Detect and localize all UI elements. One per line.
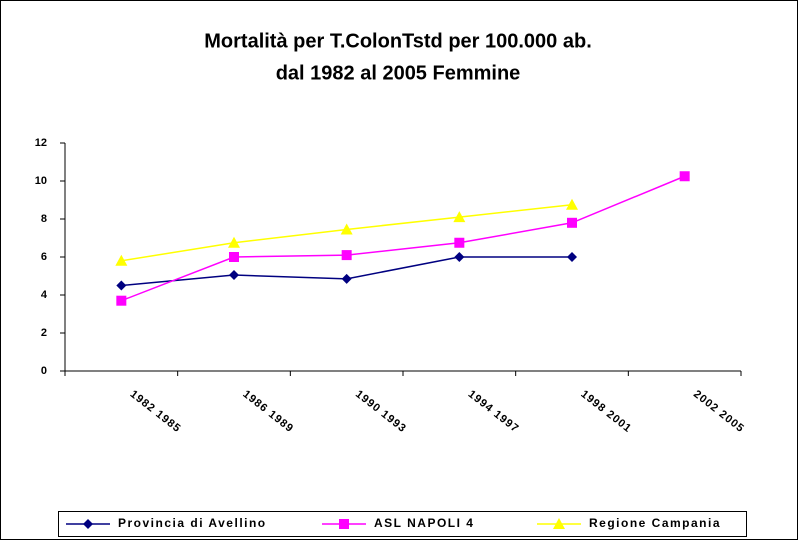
marker <box>115 254 128 266</box>
marker <box>553 518 565 529</box>
legend-label: Regione Campania <box>589 516 721 530</box>
marker <box>341 250 352 261</box>
marker <box>229 270 239 281</box>
marker <box>116 295 127 306</box>
marker <box>453 211 466 223</box>
y-tick-label: 8 <box>41 213 47 225</box>
legend-label: Provincia di Avellino <box>118 516 267 530</box>
marker <box>339 519 349 529</box>
marker <box>83 519 93 529</box>
y-tick-label: 4 <box>41 289 48 301</box>
chart-title: dal 1982 al 2005 Femmine <box>276 62 521 84</box>
y-tick-label: 2 <box>41 327 47 339</box>
marker <box>341 273 352 284</box>
marker <box>340 223 353 235</box>
marker <box>229 252 239 262</box>
marker <box>228 236 240 248</box>
marker <box>567 252 577 262</box>
marker <box>567 217 577 228</box>
marker <box>116 280 127 291</box>
legend-box <box>58 511 747 537</box>
marker <box>679 171 690 182</box>
marker <box>566 198 578 210</box>
y-tick-label: 6 <box>41 251 47 263</box>
chart-title: Mortalità per T.ColonTstd per 100.000 ab… <box>204 30 592 52</box>
y-tick-label: 10 <box>35 175 47 187</box>
marker <box>454 252 465 262</box>
series-line <box>121 175 685 302</box>
legend-label: ASL NAPOLI 4 <box>374 516 474 530</box>
marker <box>454 237 465 248</box>
y-tick-label: 12 <box>35 137 47 149</box>
y-tick-label: 0 <box>41 365 47 377</box>
